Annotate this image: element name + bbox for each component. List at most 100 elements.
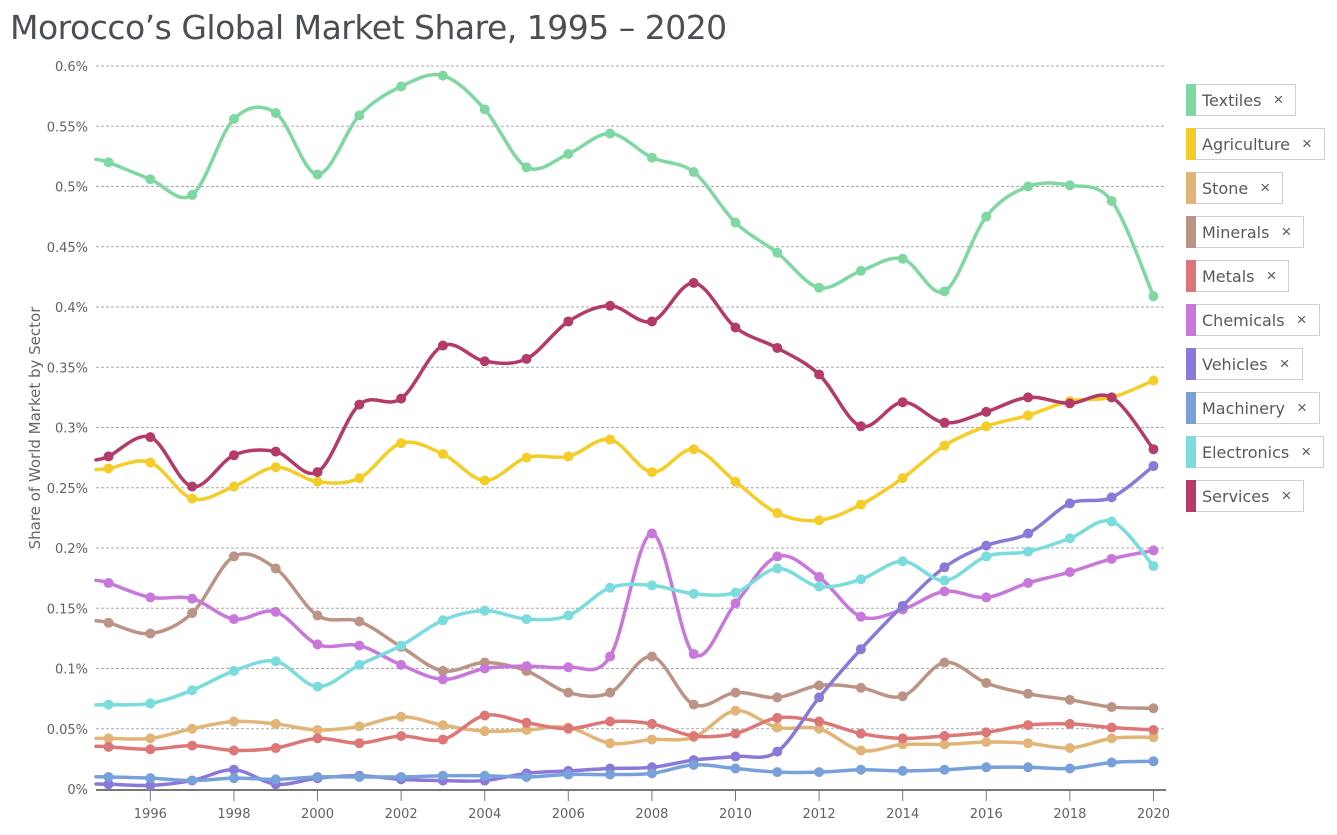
data-point[interactable] (730, 705, 741, 716)
data-point[interactable] (312, 771, 323, 782)
data-point[interactable] (688, 649, 699, 660)
legend-item-textiles[interactable]: Textiles × (1186, 84, 1325, 116)
data-point[interactable] (1064, 498, 1075, 509)
legend-item-stone[interactable]: Stone × (1186, 172, 1325, 204)
close-icon[interactable]: × (1281, 486, 1292, 505)
legend-item-electronics[interactable]: Electronics × (1186, 436, 1325, 468)
data-point[interactable] (1023, 392, 1034, 403)
data-point[interactable] (521, 614, 532, 625)
legend-chip[interactable]: Agriculture × (1196, 128, 1325, 160)
data-point[interactable] (646, 768, 657, 779)
data-point[interactable] (688, 444, 699, 455)
data-point[interactable] (396, 438, 407, 449)
data-point[interactable] (270, 107, 281, 118)
data-point[interactable] (1064, 180, 1075, 191)
data-point[interactable] (312, 476, 323, 487)
legend-item-vehicles[interactable]: Vehicles × (1186, 348, 1325, 380)
data-point[interactable] (479, 475, 490, 486)
data-point[interactable] (772, 563, 783, 574)
data-point[interactable] (437, 449, 448, 460)
data-point[interactable] (1023, 546, 1034, 557)
data-point[interactable] (1023, 720, 1034, 731)
series-line[interactable] (94, 464, 1156, 788)
data-point[interactable] (897, 733, 908, 744)
data-point[interactable] (103, 771, 114, 782)
data-point[interactable] (228, 764, 239, 775)
data-point[interactable] (772, 342, 783, 353)
close-icon[interactable]: × (1281, 222, 1292, 241)
data-point[interactable] (981, 737, 992, 748)
series-line[interactable] (94, 72, 1156, 298)
data-point[interactable] (814, 581, 825, 592)
data-point[interactable] (1148, 732, 1159, 743)
data-point[interactable] (228, 114, 239, 125)
data-point[interactable] (605, 434, 616, 445)
data-point[interactable] (1106, 392, 1117, 403)
data-point[interactable] (437, 674, 448, 685)
legend-chip[interactable]: Stone × (1196, 172, 1284, 204)
data-point[interactable] (1106, 492, 1117, 503)
data-point[interactable] (730, 728, 741, 739)
data-point[interactable] (354, 738, 365, 749)
data-point[interactable] (103, 157, 114, 168)
data-point[interactable] (1023, 528, 1034, 539)
data-point[interactable] (354, 640, 365, 651)
data-point[interactable] (563, 687, 574, 698)
data-point[interactable] (605, 769, 616, 780)
data-point[interactable] (228, 551, 239, 562)
data-point[interactable] (981, 406, 992, 417)
data-point[interactable] (1106, 553, 1117, 564)
data-point[interactable] (396, 730, 407, 741)
data-point[interactable] (228, 665, 239, 676)
data-point[interactable] (145, 773, 156, 784)
data-point[interactable] (312, 169, 323, 180)
data-point[interactable] (228, 450, 239, 461)
data-point[interactable] (939, 586, 950, 597)
legend-chip[interactable]: Electronics × (1196, 436, 1325, 468)
data-point[interactable] (646, 528, 657, 539)
data-point[interactable] (730, 687, 741, 698)
data-point[interactable] (814, 767, 825, 778)
data-point[interactable] (145, 733, 156, 744)
data-point[interactable] (646, 152, 657, 163)
data-point[interactable] (145, 698, 156, 709)
data-point[interactable] (312, 467, 323, 478)
data-point[interactable] (939, 739, 950, 750)
data-point[interactable] (187, 593, 198, 604)
data-point[interactable] (688, 759, 699, 770)
series-line[interactable] (94, 531, 1156, 682)
data-point[interactable] (939, 657, 950, 668)
data-point[interactable] (437, 734, 448, 745)
data-point[interactable] (646, 734, 657, 745)
legend-chip[interactable]: Services × (1196, 480, 1305, 512)
data-point[interactable] (479, 104, 490, 115)
data-point[interactable] (1106, 757, 1117, 768)
data-point[interactable] (270, 606, 281, 617)
data-point[interactable] (646, 718, 657, 729)
data-point[interactable] (521, 724, 532, 735)
data-point[interactable] (605, 300, 616, 311)
data-point[interactable] (437, 770, 448, 781)
data-point[interactable] (103, 463, 114, 474)
data-point[interactable] (479, 726, 490, 737)
data-point[interactable] (772, 508, 783, 519)
data-point[interactable] (605, 582, 616, 593)
data-point[interactable] (939, 286, 950, 297)
legend-item-machinery[interactable]: Machinery × (1186, 392, 1325, 424)
data-point[interactable] (897, 253, 908, 264)
legend-chip[interactable]: Metals × (1196, 260, 1290, 292)
data-point[interactable] (1023, 688, 1034, 699)
legend-item-metals[interactable]: Metals × (1186, 260, 1325, 292)
data-point[interactable] (981, 540, 992, 551)
data-point[interactable] (145, 432, 156, 443)
data-point[interactable] (981, 211, 992, 222)
data-point[interactable] (730, 322, 741, 333)
data-point[interactable] (897, 556, 908, 567)
data-point[interactable] (228, 481, 239, 492)
data-point[interactable] (605, 651, 616, 662)
data-point[interactable] (270, 446, 281, 457)
legend-item-agriculture[interactable]: Agriculture × (1186, 128, 1325, 160)
data-point[interactable] (772, 551, 783, 562)
close-icon[interactable]: × (1297, 398, 1307, 417)
data-point[interactable] (1064, 533, 1075, 544)
